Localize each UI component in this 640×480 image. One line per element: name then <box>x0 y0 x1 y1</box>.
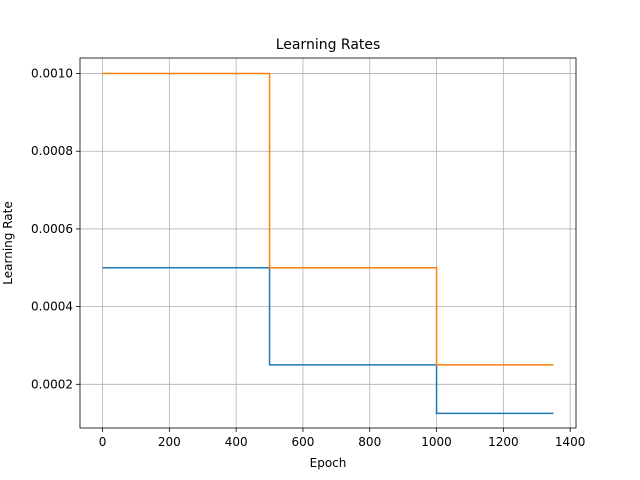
x-tick-label: 1000 <box>421 435 452 449</box>
x-tick-label: 0 <box>99 435 107 449</box>
x-tick-label: 400 <box>225 435 248 449</box>
x-tick-label: 200 <box>158 435 181 449</box>
y-tick-label: 0.0004 <box>31 300 73 314</box>
grid-layer <box>80 58 576 428</box>
y-tick-label: 0.0008 <box>31 144 73 158</box>
plot-frame <box>79 57 577 429</box>
series-line-2 <box>102 72 554 366</box>
series-line-1 <box>102 267 554 415</box>
y-tick-label: 0.0006 <box>31 222 73 236</box>
ticks-layer: 0 200 400 600 800 1000 1200 1400 0.0002 0.0004 0.0… <box>31 67 585 449</box>
chart-title: Learning Rates <box>276 37 381 53</box>
x-tick-label: 800 <box>358 435 381 449</box>
y-tick-label: 0.0002 <box>31 377 73 391</box>
x-tick-label: 1400 <box>555 435 586 449</box>
x-tick-label: 1200 <box>488 435 519 449</box>
x-axis-label: Epoch <box>310 456 347 470</box>
x-tick-label: 600 <box>291 435 314 449</box>
y-tick-label: 0.0010 <box>31 67 73 81</box>
series-layer <box>102 72 554 415</box>
y-axis-label: Learning Rate <box>1 201 15 284</box>
